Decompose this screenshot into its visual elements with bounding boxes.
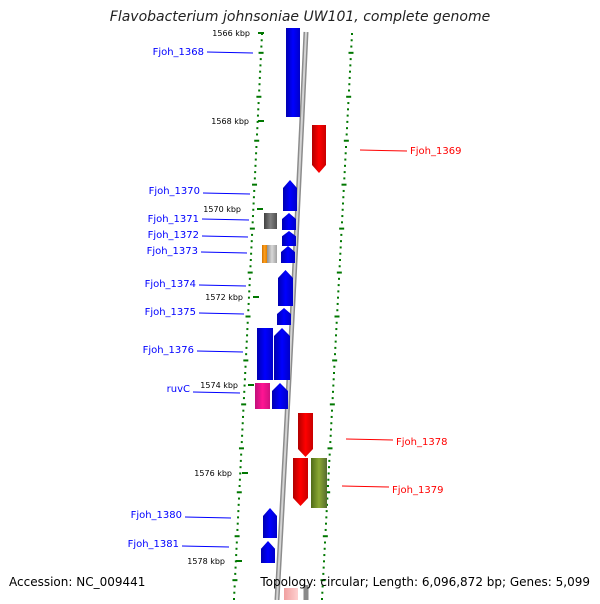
- gc-content-track: [232, 33, 354, 600]
- gene-arrow[interactable]: [293, 458, 308, 506]
- gene-arrow[interactable]: [257, 328, 273, 380]
- gene-label-leader: [200, 251, 248, 254]
- gene-fjoh-1376[interactable]: Fjoh_1376: [143, 328, 290, 380]
- gene-arrow[interactable]: [283, 180, 297, 211]
- gene-arrow[interactable]: [282, 213, 296, 230]
- gene-ruvc[interactable]: ruvC: [167, 383, 288, 409]
- gene-label-leader: [192, 391, 241, 394]
- gene-label[interactable]: Fjoh_1378: [396, 437, 447, 448]
- gene-fjoh-1374[interactable]: Fjoh_1374: [145, 270, 293, 306]
- scale-tick-label: 1574 kbp: [200, 381, 238, 390]
- gene-fjoh-1372[interactable]: Fjoh_1372: [148, 230, 296, 246]
- gene-label-leader: [201, 218, 250, 221]
- gene-arrow[interactable]: [272, 383, 288, 409]
- gene-fjoh-1375[interactable]: Fjoh_1375: [145, 307, 291, 325]
- gene-arrow[interactable]: [267, 245, 277, 263]
- gene-label[interactable]: Fjoh_1372: [148, 230, 199, 241]
- gene-fjoh-1369[interactable]: Fjoh_1369: [312, 125, 461, 173]
- gene-label-leader: [196, 350, 244, 353]
- gene-arrow-partial: [284, 588, 298, 600]
- gene-arrow[interactable]: [274, 328, 290, 380]
- gene-arrow[interactable]: [281, 246, 295, 263]
- gene-arrow[interactable]: [262, 245, 267, 263]
- gc-track-left: [232, 33, 264, 600]
- gene-fjoh-1379[interactable]: Fjoh_1379: [293, 458, 443, 508]
- gene-arrow[interactable]: [255, 383, 270, 409]
- gene-label-leader: [206, 51, 254, 54]
- gene-label-leader: [181, 545, 230, 548]
- gene-label-leader: [202, 192, 251, 195]
- gene-arrow[interactable]: [261, 541, 275, 563]
- gene-label-leader: [359, 149, 408, 152]
- gene-label[interactable]: Fjoh_1369: [410, 146, 461, 157]
- gene-arrow[interactable]: [282, 231, 296, 246]
- gene-arrow[interactable]: [312, 125, 326, 173]
- map-title: Flavobacterium johnsoniae UW101, complet…: [109, 9, 491, 25]
- gene-arrow[interactable]: [263, 508, 277, 538]
- gene-label[interactable]: Fjoh_1370: [149, 186, 200, 197]
- gene-label-leader: [198, 312, 245, 315]
- gene-label[interactable]: Fjoh_1373: [147, 246, 198, 257]
- gene-fjoh-1381[interactable]: Fjoh_1381: [128, 539, 275, 563]
- scale-tick-label: 1576 kbp: [194, 469, 232, 478]
- gene-arrow[interactable]: [311, 458, 327, 508]
- gene-fjoh-1378[interactable]: Fjoh_1378: [298, 413, 447, 457]
- gene-label[interactable]: Fjoh_1376: [143, 345, 194, 356]
- gene-arrow[interactable]: [264, 213, 277, 229]
- gene-label[interactable]: Fjoh_1381: [128, 539, 179, 550]
- gene-label-leader: [345, 438, 394, 441]
- gene-fjoh-1368[interactable]: Fjoh_1368: [153, 28, 300, 117]
- genome-backbone: [274, 31, 309, 601]
- gene-arrow[interactable]: [286, 28, 300, 117]
- scale-tick-label: 1566 kbp: [212, 29, 250, 38]
- gene-arrow[interactable]: [277, 308, 291, 325]
- gene-label-leader: [201, 235, 249, 238]
- scale-ticks: 1566 kbp 1568 kbp 1570 kbp 1572 kbp 1574 kbp…: [187, 29, 264, 566]
- gene-features: Fjoh_1368 Fjoh_1369 Fjoh_1370 Fjoh_1371 Fjoh…: [128, 28, 461, 600]
- accession-label: Accession: NC_009441: [9, 575, 146, 589]
- scale-tick-label: 1578 kbp: [187, 557, 225, 566]
- gene-label-leader: [341, 485, 390, 488]
- gene-fjoh-1371[interactable]: Fjoh_1371: [148, 213, 296, 230]
- gc-track-right: [320, 33, 354, 600]
- gene-label[interactable]: Fjoh_1368: [153, 47, 204, 58]
- gene-fjoh-1370[interactable]: Fjoh_1370: [149, 180, 297, 211]
- gene-fjoh-1380[interactable]: Fjoh_1380: [131, 508, 277, 538]
- scale-tick-label: 1572 kbp: [205, 293, 243, 302]
- gene-label[interactable]: Fjoh_1380: [131, 510, 182, 521]
- scale-tick-label: 1568 kbp: [211, 117, 249, 126]
- gene-arrow[interactable]: [278, 270, 293, 306]
- gene-label[interactable]: Fjoh_1371: [148, 214, 199, 225]
- gene-label-leader: [198, 284, 247, 287]
- gene-fjoh-1373[interactable]: Fjoh_1373: [147, 245, 295, 263]
- gene-label-leader: [184, 516, 232, 519]
- topology-label: Topology: circular; Length: 6,096,872 bp…: [260, 575, 590, 589]
- gene-label[interactable]: ruvC: [167, 384, 190, 395]
- gene-label[interactable]: Fjoh_1374: [145, 279, 196, 290]
- gene-arrow[interactable]: [298, 413, 313, 457]
- gene-label[interactable]: Fjoh_1375: [145, 307, 196, 318]
- gene-label[interactable]: Fjoh_1379: [392, 485, 443, 496]
- scale-tick-label: 1570 kbp: [203, 205, 241, 214]
